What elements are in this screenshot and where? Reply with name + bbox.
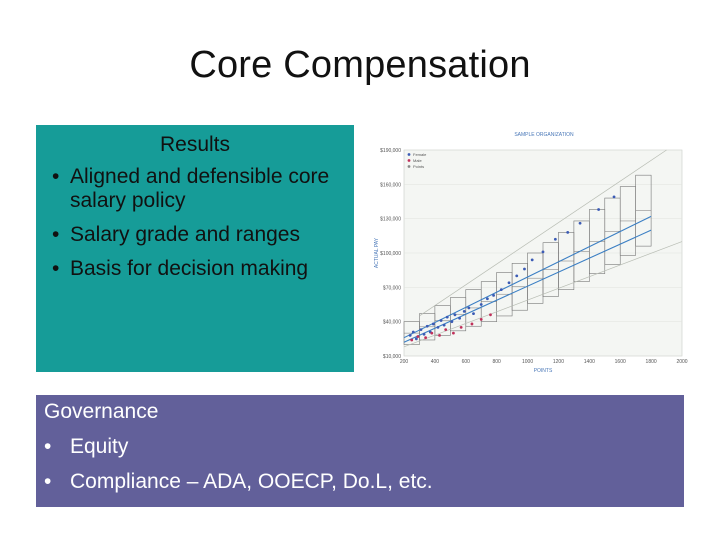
chart-title: SAMPLE ORGANIZATION bbox=[514, 132, 574, 138]
male-point bbox=[416, 335, 420, 338]
female-point bbox=[507, 281, 511, 285]
female-point bbox=[425, 324, 429, 328]
bullet-icon: • bbox=[52, 165, 60, 188]
results-panel: Results • Aligned and defensible core sal… bbox=[36, 125, 354, 372]
legend-label: Points bbox=[413, 164, 424, 169]
x-axis-label: POINTS bbox=[534, 368, 553, 374]
female-point bbox=[479, 303, 483, 306]
slide-title: Core Compensation bbox=[189, 44, 531, 86]
female-point bbox=[431, 322, 435, 326]
governance-item-text: Compliance – ADA, OOECP, Do.L, etc. bbox=[70, 470, 433, 493]
bullet-icon: • bbox=[44, 470, 52, 493]
list-item: • Aligned and defensible core salary poli… bbox=[52, 165, 354, 213]
female-point bbox=[411, 330, 415, 334]
x-tick-label: 2000 bbox=[676, 359, 687, 365]
governance-panel: Governance • Equity • Compliance – ADA, OO… bbox=[36, 395, 684, 507]
x-tick-label: 1600 bbox=[615, 359, 626, 365]
y-tick-label: $190,000 bbox=[380, 148, 401, 154]
y-tick-label: $100,000 bbox=[380, 251, 401, 257]
female-point bbox=[530, 258, 534, 262]
female-point bbox=[458, 316, 461, 320]
male-point bbox=[459, 325, 463, 329]
male-point bbox=[410, 338, 414, 342]
y-tick-label: $160,000 bbox=[380, 182, 401, 188]
male-point bbox=[438, 334, 441, 337]
trend-line bbox=[403, 229, 652, 343]
female-point bbox=[597, 208, 600, 211]
female-point bbox=[445, 315, 449, 319]
y-tick-label: $70,000 bbox=[383, 285, 401, 291]
governance-list: • Equity • Compliance – ADA, OOECP, Do.L, … bbox=[44, 435, 433, 505]
female-point bbox=[442, 323, 446, 327]
governance-heading: Governance bbox=[44, 400, 159, 423]
results-heading: Results bbox=[159, 133, 231, 156]
x-tick-label: 400 bbox=[431, 359, 440, 365]
y-tick-label: $40,000 bbox=[383, 320, 401, 326]
female-point bbox=[541, 250, 545, 254]
male-point bbox=[470, 322, 474, 326]
trend-line bbox=[403, 215, 652, 339]
bullet-icon: • bbox=[52, 257, 60, 280]
female-point bbox=[566, 231, 570, 234]
legend-label: Male bbox=[413, 158, 422, 163]
y-axis-label: ACTUAL PAY bbox=[374, 237, 380, 268]
bullet-icon: • bbox=[44, 435, 52, 458]
results-list: • Aligned and defensible core salary poli… bbox=[52, 165, 354, 291]
legend-marker bbox=[407, 165, 411, 168]
salary-range-chart: SAMPLE ORGANIZATION $10,000 $40,000 $70,000… bbox=[374, 132, 688, 374]
female-point bbox=[612, 195, 616, 199]
x-tick-label: 600 bbox=[462, 359, 471, 365]
female-point bbox=[499, 288, 503, 292]
male-point bbox=[489, 313, 492, 317]
x-tick-label: 1000 bbox=[522, 359, 533, 365]
female-point bbox=[436, 325, 440, 329]
trend-line bbox=[419, 149, 667, 317]
female-point bbox=[486, 297, 489, 301]
female-point bbox=[515, 274, 519, 278]
y-tick-label: $130,000 bbox=[380, 217, 401, 223]
female-point bbox=[414, 337, 418, 341]
y-tick-label: $10,000 bbox=[383, 354, 401, 360]
female-point bbox=[422, 332, 426, 336]
legend-label: Female bbox=[413, 152, 427, 157]
x-tick-label: 1400 bbox=[584, 359, 595, 365]
results-item-text: Aligned and defensible core salary polic… bbox=[70, 165, 330, 212]
list-item: • Salary grade and ranges bbox=[52, 223, 354, 247]
female-point bbox=[467, 306, 471, 310]
female-point bbox=[578, 221, 582, 225]
female-point bbox=[492, 293, 495, 297]
female-point bbox=[419, 328, 423, 332]
trend-line bbox=[403, 241, 683, 348]
female-point bbox=[472, 312, 475, 316]
male-point bbox=[479, 317, 483, 321]
male-point bbox=[424, 336, 428, 340]
governance-item-text: Equity bbox=[70, 435, 129, 458]
results-item-text: Basis for decision making bbox=[70, 257, 309, 280]
bullet-icon: • bbox=[52, 223, 60, 246]
x-tick-label: 1200 bbox=[553, 359, 564, 365]
list-item: • Equity bbox=[44, 435, 433, 459]
female-point bbox=[408, 334, 412, 337]
female-point bbox=[523, 267, 526, 271]
x-tick-label: 200 bbox=[400, 359, 409, 365]
list-item: • Basis for decision making bbox=[52, 257, 354, 281]
female-point bbox=[553, 237, 557, 241]
x-tick-label: 1800 bbox=[646, 359, 657, 365]
legend-marker bbox=[407, 153, 411, 156]
male-point bbox=[430, 331, 434, 335]
female-point bbox=[453, 313, 457, 317]
male-point bbox=[444, 328, 448, 332]
male-point bbox=[452, 331, 455, 335]
female-point bbox=[439, 319, 443, 322]
female-point bbox=[462, 309, 466, 313]
list-item: • Compliance – ADA, OOECP, Do.L, etc. bbox=[44, 470, 433, 494]
x-tick-label: 800 bbox=[492, 359, 501, 365]
results-item-text: Salary grade and ranges bbox=[70, 223, 300, 246]
legend-marker bbox=[407, 159, 411, 162]
female-point bbox=[450, 320, 454, 324]
